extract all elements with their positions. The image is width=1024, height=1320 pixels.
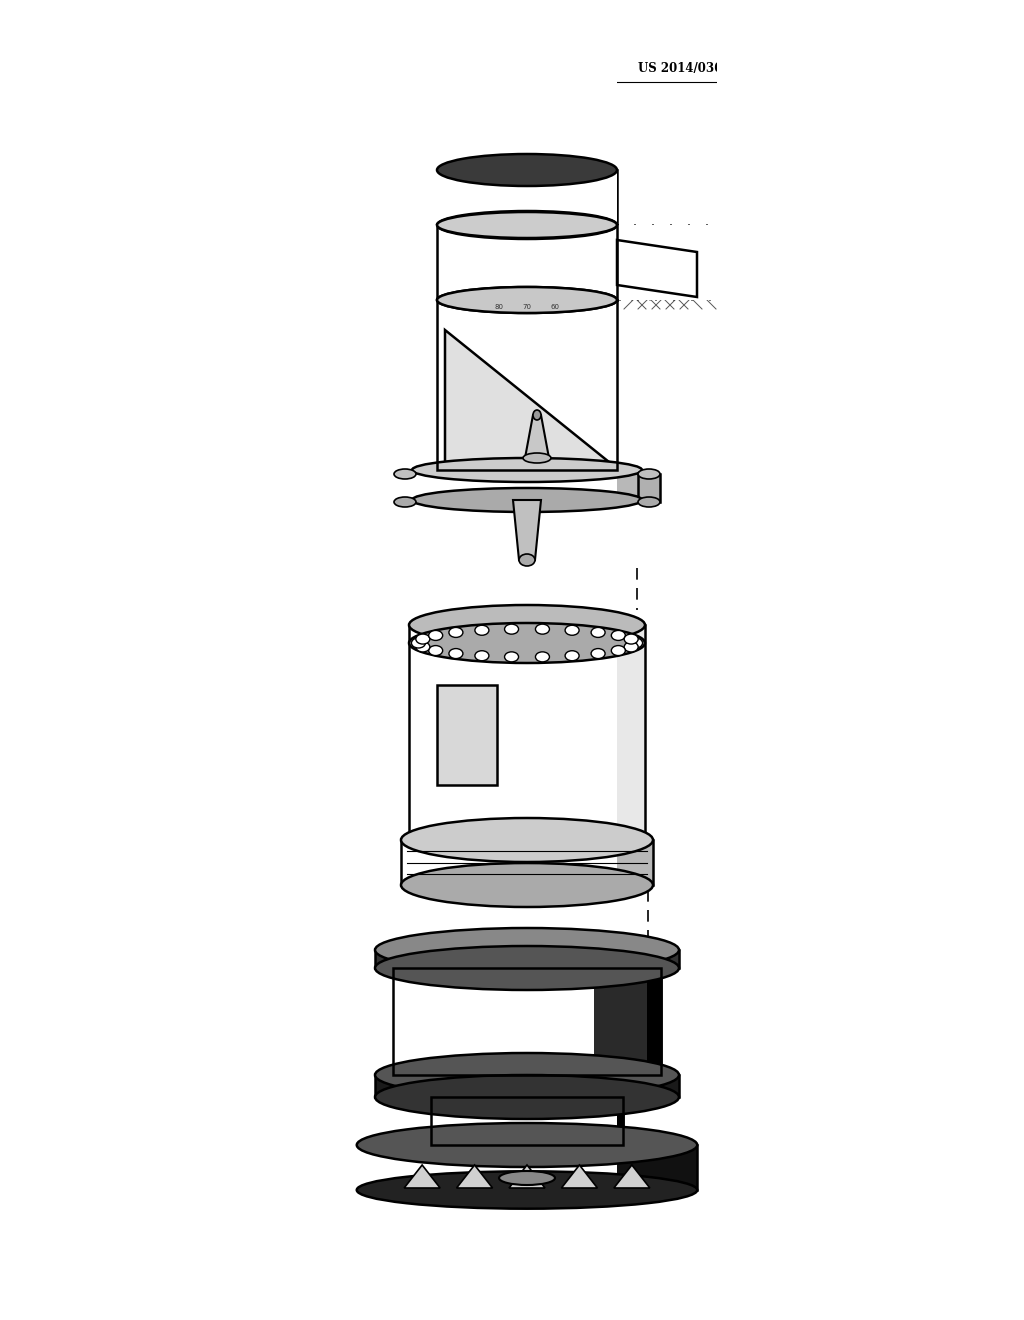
Bar — [401, 840, 653, 884]
Ellipse shape — [429, 645, 442, 656]
Ellipse shape — [429, 631, 442, 640]
Ellipse shape — [611, 631, 626, 640]
Text: Dec. 18, 2014  Sheet 12 of 12: Dec. 18, 2014 Sheet 12 of 12 — [355, 62, 549, 75]
Polygon shape — [617, 240, 697, 297]
Ellipse shape — [565, 626, 580, 635]
Ellipse shape — [499, 1171, 555, 1185]
Ellipse shape — [394, 469, 416, 479]
Ellipse shape — [356, 1123, 697, 1167]
Text: Fig. 12: Fig. 12 — [202, 282, 294, 308]
Bar — [431, 1097, 624, 1144]
Bar — [437, 170, 617, 224]
Bar — [412, 470, 642, 500]
Ellipse shape — [412, 638, 425, 648]
Ellipse shape — [437, 211, 617, 239]
Ellipse shape — [437, 154, 617, 186]
Polygon shape — [0, 0, 617, 1320]
Ellipse shape — [536, 624, 550, 634]
Text: Patent Application Publication: Patent Application Publication — [75, 62, 278, 75]
Bar — [437, 300, 617, 470]
Polygon shape — [613, 1166, 650, 1188]
Ellipse shape — [437, 213, 617, 238]
Ellipse shape — [565, 651, 580, 661]
Bar — [356, 1144, 697, 1191]
Bar — [409, 624, 645, 840]
Ellipse shape — [523, 453, 551, 463]
Ellipse shape — [401, 818, 653, 862]
Ellipse shape — [625, 634, 638, 644]
Ellipse shape — [475, 626, 488, 635]
Bar — [431, 1097, 624, 1144]
Ellipse shape — [591, 627, 605, 638]
Bar — [437, 685, 497, 785]
Ellipse shape — [437, 286, 617, 313]
Ellipse shape — [611, 645, 626, 656]
Polygon shape — [404, 1166, 440, 1188]
Ellipse shape — [534, 411, 541, 420]
Ellipse shape — [505, 652, 518, 661]
Bar — [409, 624, 427, 840]
Ellipse shape — [475, 651, 488, 661]
Text: 60: 60 — [551, 304, 559, 310]
Text: US 2014/0366880 A1: US 2014/0366880 A1 — [638, 62, 776, 75]
Ellipse shape — [375, 928, 679, 972]
Text: 70: 70 — [522, 304, 531, 310]
Polygon shape — [561, 1166, 597, 1188]
Ellipse shape — [375, 1053, 679, 1097]
Ellipse shape — [505, 624, 518, 634]
Ellipse shape — [449, 627, 463, 638]
Bar — [375, 1074, 679, 1097]
Bar — [375, 950, 679, 968]
Ellipse shape — [377, 1175, 677, 1205]
Ellipse shape — [416, 634, 430, 644]
Polygon shape — [457, 1166, 493, 1188]
Ellipse shape — [591, 648, 605, 659]
Bar — [437, 300, 617, 470]
Ellipse shape — [638, 469, 660, 479]
Bar — [409, 624, 645, 840]
Text: 80: 80 — [495, 304, 504, 310]
Polygon shape — [445, 330, 609, 462]
Ellipse shape — [375, 1074, 679, 1119]
Ellipse shape — [409, 605, 645, 645]
Bar — [0, 224, 437, 300]
Bar — [568, 624, 645, 840]
Ellipse shape — [638, 498, 660, 507]
Ellipse shape — [409, 623, 645, 663]
Bar — [437, 224, 617, 300]
Ellipse shape — [356, 1171, 697, 1209]
Ellipse shape — [519, 554, 535, 566]
Bar — [437, 224, 617, 300]
Ellipse shape — [625, 642, 638, 652]
Polygon shape — [513, 500, 541, 560]
Bar — [394, 474, 416, 502]
Bar — [393, 968, 660, 1074]
Ellipse shape — [401, 863, 653, 907]
Ellipse shape — [629, 638, 643, 648]
Polygon shape — [717, 0, 1024, 1320]
Ellipse shape — [416, 642, 430, 652]
Ellipse shape — [412, 458, 642, 482]
Bar — [393, 968, 660, 1074]
Ellipse shape — [449, 648, 463, 659]
Polygon shape — [525, 414, 549, 458]
Ellipse shape — [412, 488, 642, 512]
Ellipse shape — [536, 652, 550, 661]
Ellipse shape — [394, 498, 416, 507]
Bar — [437, 300, 455, 470]
Ellipse shape — [375, 946, 679, 990]
Bar — [401, 840, 653, 884]
Bar — [617, 224, 1024, 300]
Bar — [572, 300, 617, 470]
Bar — [594, 968, 647, 1074]
Bar — [638, 474, 660, 502]
Polygon shape — [509, 1166, 545, 1188]
Ellipse shape — [437, 286, 617, 313]
